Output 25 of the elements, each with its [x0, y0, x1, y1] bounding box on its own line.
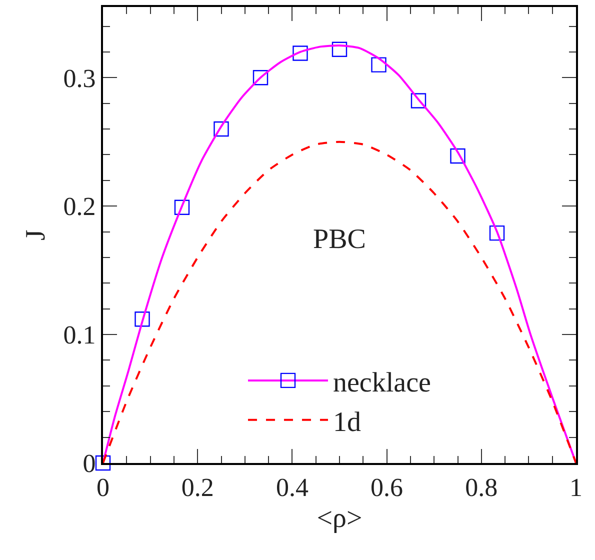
legend-label: necklace — [333, 367, 431, 398]
x-tick-label: 0.8 — [465, 473, 498, 502]
x-tick-label: 1 — [570, 473, 582, 502]
y-axis-title: J — [20, 229, 52, 240]
point — [174, 200, 190, 215]
x-tick-label: 0.4 — [276, 473, 308, 502]
point — [214, 121, 229, 137]
x-tick-label: 0.2 — [181, 473, 214, 502]
point — [410, 93, 426, 108]
y-tick-label: 0 — [82, 449, 96, 478]
point — [489, 225, 505, 241]
x-tick-label: 0.6 — [370, 473, 404, 502]
annotation: PBC — [313, 224, 366, 255]
y-tick-label: 0.2 — [63, 192, 96, 222]
point — [292, 46, 308, 61]
point — [95, 455, 111, 471]
point — [332, 42, 348, 57]
point — [371, 57, 386, 72]
point — [252, 70, 268, 86]
point — [134, 312, 150, 327]
x-axis-title: <ρ> — [316, 502, 362, 534]
y-tick-label: 0.1 — [63, 320, 96, 350]
legend-label: 1d — [333, 406, 361, 438]
y-tick-label: 0.3 — [63, 64, 96, 93]
point — [450, 148, 466, 164]
